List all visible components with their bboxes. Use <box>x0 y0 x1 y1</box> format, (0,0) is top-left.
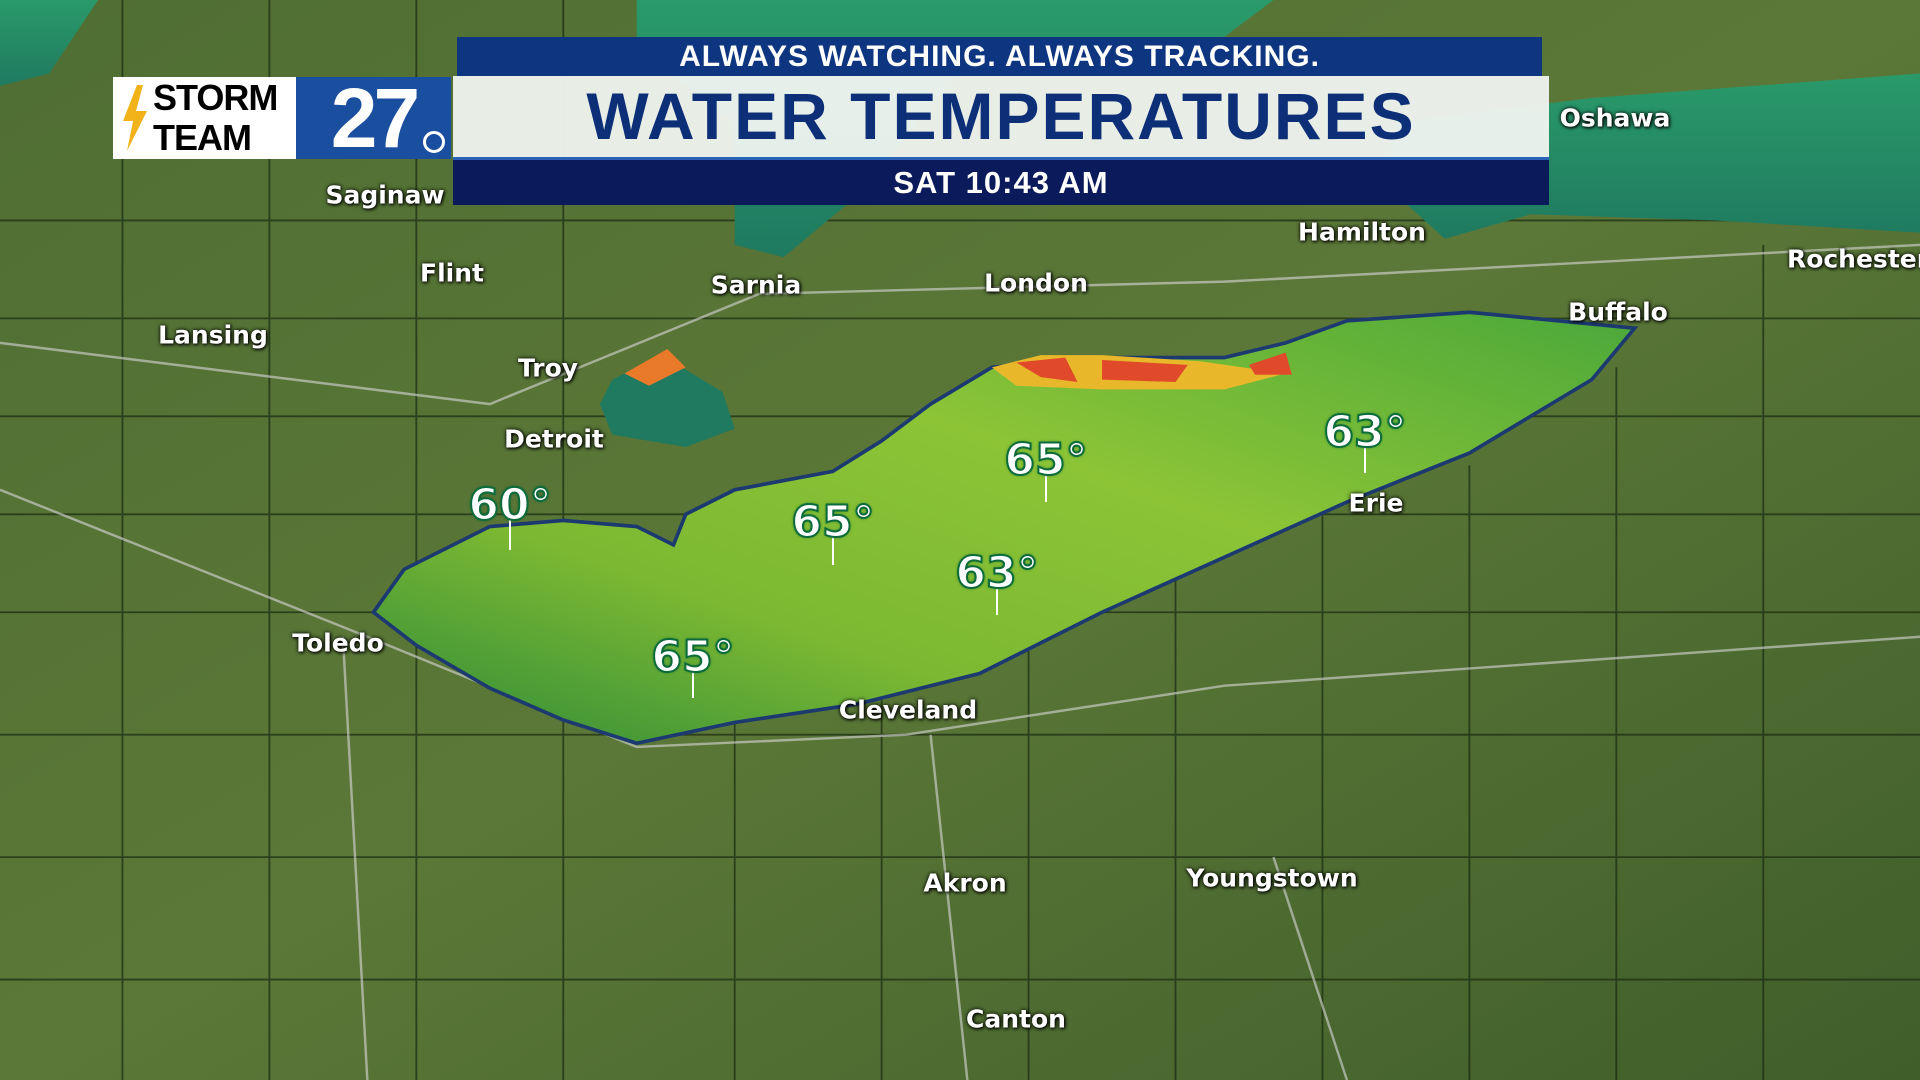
temp-label: 65° <box>650 631 735 684</box>
lake-michigan <box>0 0 98 86</box>
city-label: Flint <box>420 258 484 288</box>
temp-label: 65° <box>1003 434 1088 487</box>
city-label: London <box>984 268 1088 298</box>
city-label: Canton <box>966 1004 1066 1034</box>
temp-label: 63° <box>954 547 1039 600</box>
city-label: Akron <box>923 868 1007 898</box>
temp-pointer <box>832 535 834 565</box>
temp-label: 65° <box>790 496 875 549</box>
timestamp: SAT 10:43 AM <box>453 160 1549 205</box>
cbs-eye-icon <box>423 131 445 153</box>
city-label: Youngstown <box>1186 863 1358 893</box>
temp-label: 60° <box>467 479 552 532</box>
city-label: Saginaw <box>325 180 445 210</box>
city-label: Erie <box>1348 488 1404 518</box>
logo-storm-team: STORM TEAM <box>113 77 296 159</box>
city-label: Detroit <box>504 424 604 454</box>
logo-number-text: 27 <box>330 71 420 165</box>
city-label: Oshawa <box>1559 103 1671 133</box>
lake-erie <box>370 310 1639 746</box>
warm-shoreline-core <box>1016 352 1292 383</box>
city-label: Toledo <box>292 628 384 658</box>
highways <box>0 243 1920 1080</box>
city-label: Buffalo <box>1568 297 1668 327</box>
city-label: Cleveland <box>838 695 978 725</box>
city-label: Sarnia <box>710 270 802 300</box>
lightning-bolt-icon <box>123 85 147 151</box>
temp-pointer <box>509 520 511 550</box>
city-label: Lansing <box>158 320 268 350</box>
logo-line2: TEAM <box>153 117 252 158</box>
page-title: WATER TEMPERATURES <box>453 76 1549 160</box>
lake-st-clair-warm <box>624 348 686 386</box>
city-label: Troy <box>517 353 579 383</box>
temp-pointer <box>996 585 998 615</box>
tagline-banner: ALWAYS WATCHING. ALWAYS TRACKING. <box>457 37 1542 76</box>
temp-label: 63° <box>1322 406 1407 459</box>
logo-number: 27 <box>296 76 451 160</box>
temp-pointer <box>1045 472 1047 502</box>
temp-pointer <box>692 668 694 698</box>
storm-team-27-logo: STORM TEAM 27 <box>113 76 451 160</box>
logo-line1: STORM <box>153 77 278 118</box>
city-label: Hamilton <box>1298 217 1426 247</box>
city-label: Rochester <box>1786 244 1920 274</box>
temp-pointer <box>1364 443 1366 473</box>
